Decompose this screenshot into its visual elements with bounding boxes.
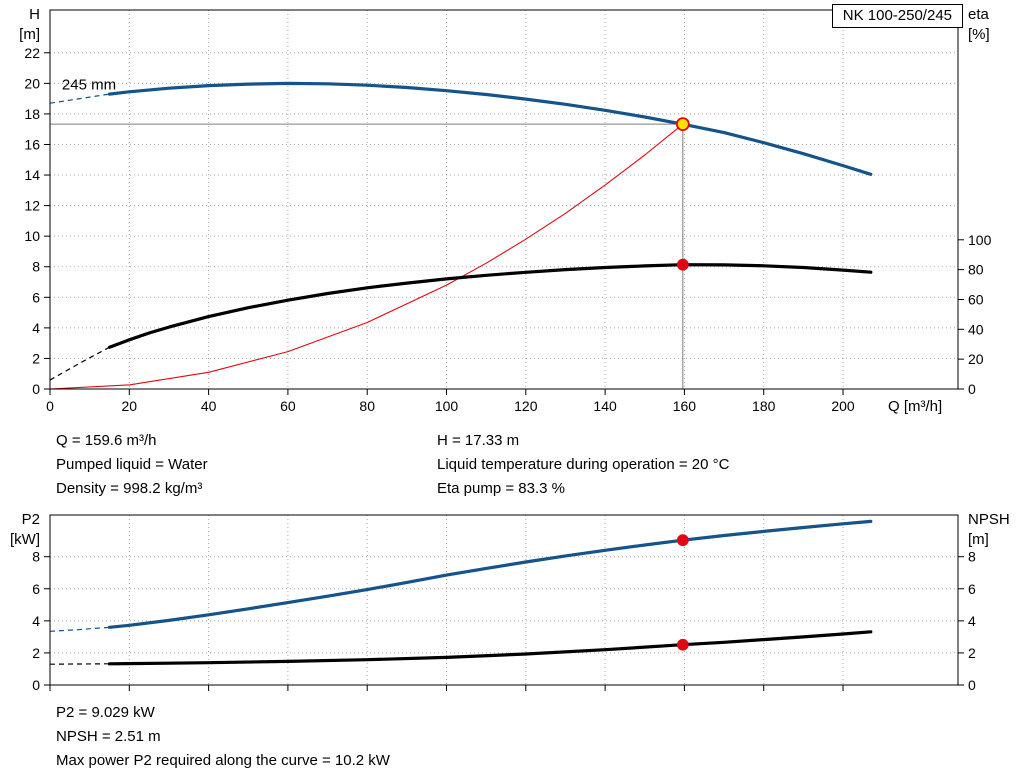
eta-curve-dashed	[49, 346, 110, 381]
duty-point-eta[interactable]	[676, 258, 689, 271]
y-left-tick-label: 8	[32, 549, 40, 565]
x-tick-label: 20	[122, 398, 138, 414]
density-readout: Density = 998.2 kg/m³	[56, 480, 203, 497]
y-left-axis-title: H	[29, 6, 40, 23]
duty-point-p2[interactable]	[676, 534, 689, 547]
pumped-liquid-readout: Pumped liquid = Water	[56, 456, 208, 473]
y-right-tick-label: 20	[968, 351, 984, 367]
y-right-tick-label: 4	[968, 613, 976, 629]
liquid-temperature-readout: Liquid temperature during operation = 20…	[437, 456, 730, 473]
duty-info-right: H = 17.33 m Liquid temperature during op…	[437, 429, 729, 501]
p2-readout: P2 = 9.029 kW	[56, 704, 155, 721]
npsh-curve	[107, 630, 873, 666]
y-left-axis-title: [m]	[19, 26, 40, 43]
x-tick-label: 40	[201, 398, 217, 414]
y-right-tick-label: 100	[968, 232, 992, 248]
y-left-tick-label: 12	[24, 198, 40, 214]
y-left-tick-label: 4	[32, 320, 40, 336]
plot-frame	[49, 9, 959, 390]
system-curve	[49, 123, 684, 390]
flow-readout: Q = 159.6 m³/h	[56, 432, 157, 449]
eta-curve	[107, 263, 873, 349]
npsh-readout: NPSH = 2.51 m	[56, 728, 161, 745]
pump-name: NK 100-250/245	[842, 7, 952, 24]
y-right-tick-label: 2	[968, 645, 976, 661]
y-left-tick-label: 6	[32, 581, 40, 597]
y-left-tick-label: 22	[24, 45, 40, 61]
x-tick-label: 100	[435, 398, 459, 414]
y-left-tick-label: 2	[32, 350, 40, 366]
impeller-diameter-label: 245 mm	[62, 76, 116, 93]
x-tick-label: 180	[752, 398, 776, 414]
y-right-axis-title: eta	[968, 6, 990, 23]
y-left-tick-label: 2	[32, 645, 40, 661]
y-left-tick-label: 0	[32, 381, 40, 397]
y-right-tick-label: 80	[968, 262, 984, 278]
y-left-tick-label: 0	[32, 677, 40, 693]
y-left-axis-title: [kW]	[10, 531, 40, 548]
power-npsh-info: P2 = 9.029 kW NPSH = 2.51 m Max power P2…	[56, 701, 390, 773]
x-tick-label: 140	[593, 398, 617, 414]
y-right-tick-label: 0	[968, 677, 976, 693]
x-tick-label: 80	[359, 398, 375, 414]
duty-point-head[interactable]	[675, 117, 690, 132]
p2-curve	[107, 519, 873, 629]
y-left-tick-label: 14	[24, 167, 40, 183]
pump-name-box: NK 100-250/245	[831, 4, 963, 28]
x-tick-label: 0	[46, 398, 54, 414]
duty-point-npsh[interactable]	[676, 638, 689, 651]
eta-pump-readout: Eta pump = 83.3 %	[437, 480, 565, 497]
x-tick-label: 120	[514, 398, 538, 414]
max-power-readout: Max power P2 required along the curve = …	[56, 752, 390, 769]
head-curve-dashed	[49, 93, 110, 104]
x-axis-title: Q [m³/h]	[888, 398, 942, 415]
y-right-tick-label: 8	[968, 549, 976, 565]
p2-npsh-chart: 0 2 4 6 8 0 2 4 6 8 P2 [kW] NPSH [m]	[10, 511, 1010, 693]
y-left-tick-label: 20	[24, 75, 40, 91]
y-right-tick-label: 40	[968, 321, 984, 337]
head-readout: H = 17.33 m	[437, 432, 520, 449]
x-tick-label: 60	[280, 398, 296, 414]
y-right-tick-label: 60	[968, 291, 984, 307]
y-right-axis-title: [m]	[968, 531, 989, 548]
x-tick-label: 160	[673, 398, 697, 414]
p2-curve-dashed	[49, 626, 110, 632]
y-right-tick-label: 0	[968, 381, 976, 397]
y-left-tick-label: 4	[32, 613, 40, 629]
y-left-tick-label: 16	[24, 136, 40, 152]
y-right-tick-label: 6	[968, 581, 976, 597]
duty-info-left: Q = 159.6 m³/h Pumped liquid = Water Den…	[56, 429, 208, 501]
y-left-axis-title: P2	[22, 511, 40, 528]
y-left-tick-label: 18	[24, 106, 40, 122]
y-left-tick-label: 6	[32, 289, 40, 305]
x-tick-label: 200	[831, 398, 855, 414]
head-curve	[107, 81, 873, 176]
y-right-axis-title: NPSH	[968, 511, 1010, 528]
head-eta-chart: 0 2 4 6 8 10 12 14 16 18 20 22 0 20 40 60 80 100 0 20 40 60 80…	[19, 6, 991, 415]
y-left-tick-label: 10	[24, 228, 40, 244]
plot-frame	[49, 514, 959, 686]
y-right-axis-title: [%]	[968, 26, 990, 43]
y-left-tick-label: 8	[32, 259, 40, 275]
